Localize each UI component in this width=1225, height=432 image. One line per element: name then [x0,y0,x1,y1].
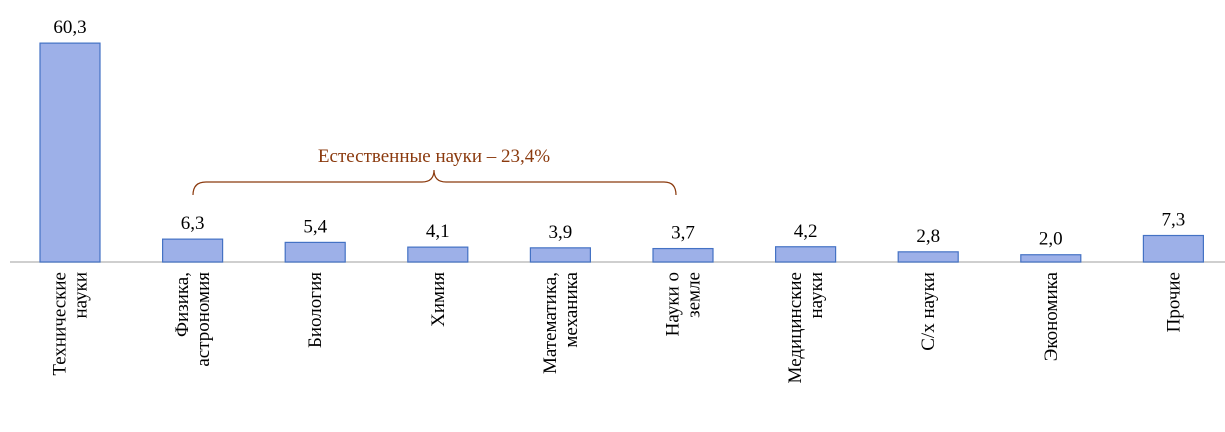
value-label: 4,2 [794,221,818,242]
x-tick-label: науки [806,272,827,319]
x-tick-label: Экономика [1041,271,1062,361]
value-label: 6,3 [181,213,205,234]
value-label: 60,3 [53,17,86,38]
brace [192,169,677,196]
x-tick-label: науки [71,272,92,319]
bar [652,247,714,263]
value-label: 5,4 [303,216,327,237]
bar [1020,254,1082,263]
x-tick-label: Физика, [172,272,193,337]
value-label: 3,9 [549,222,573,243]
bar [162,238,224,263]
value-label: 7,3 [1162,210,1186,231]
x-tick-label: Прочие [1163,272,1184,332]
x-tick-label: Науки о [663,272,684,336]
value-label: 4,1 [426,221,450,242]
bar [1142,234,1205,263]
x-tick-label: Математика, [540,272,561,374]
x-tick-label: астрономия [193,272,214,367]
value-label: 2,8 [916,226,940,247]
annotation: Естественные науки – 23,4% [318,146,550,167]
x-tick-label: Биология [305,272,326,348]
bar [284,241,346,263]
bar [897,251,959,263]
bar [39,42,101,263]
x-tick-label: Медицинские [785,272,806,383]
x-tick-label: Химия [428,272,449,327]
x-tick-label: механика [561,271,582,347]
x-tick-label: Технические [50,272,71,376]
value-label: 3,7 [671,223,695,244]
bar [774,246,837,263]
bar [407,246,469,263]
x-tick-label: земле [684,272,705,318]
value-label: 2,0 [1039,229,1063,250]
x-tick-label: С/х науки [918,272,939,351]
bar [529,247,592,263]
